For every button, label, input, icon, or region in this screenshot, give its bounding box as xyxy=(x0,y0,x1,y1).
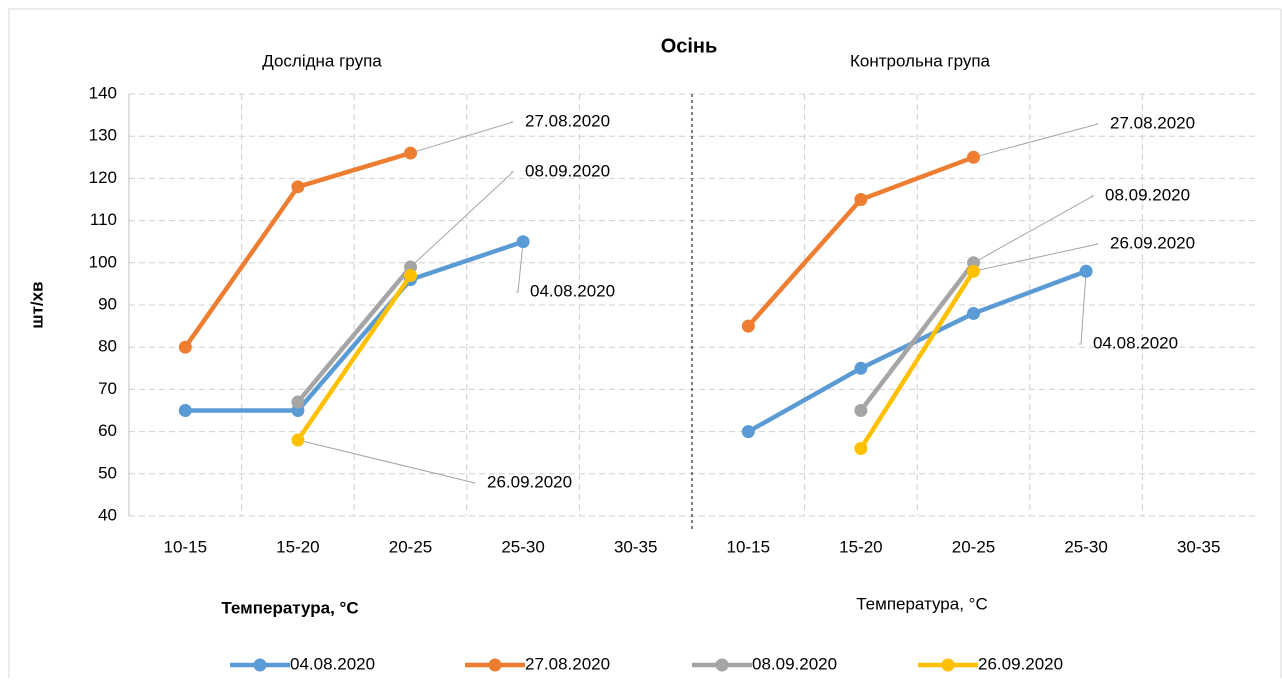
x-tick-label: 20-25 xyxy=(389,537,432,556)
legend-marker xyxy=(715,658,729,672)
x-axis-label: Температура, °C xyxy=(856,594,987,613)
point xyxy=(741,319,755,333)
x-tick-label: 20-25 xyxy=(952,537,995,556)
leader-line xyxy=(410,121,514,154)
point xyxy=(404,146,417,160)
x-tick-label: 15-20 xyxy=(276,537,319,556)
point xyxy=(967,264,980,278)
point xyxy=(854,404,868,417)
point xyxy=(291,180,305,194)
x-tick-label: 30-35 xyxy=(614,537,657,556)
leader-line xyxy=(516,241,524,293)
series-line xyxy=(296,261,976,412)
point xyxy=(854,441,868,455)
point xyxy=(854,361,868,375)
legend-marker xyxy=(253,658,267,672)
leader-line xyxy=(1079,271,1087,345)
legend-marker xyxy=(488,658,502,672)
x-tick-label: 25-30 xyxy=(501,537,544,556)
leader-line xyxy=(973,243,1099,272)
series-line xyxy=(185,239,1087,434)
y-axis-label: шт/хв xyxy=(27,281,46,328)
panel-title: Дослідна група xyxy=(262,51,382,70)
point xyxy=(967,150,980,164)
x-tick-label: 10-15 xyxy=(727,537,770,556)
point xyxy=(967,306,980,320)
y-tick-label: 40 xyxy=(98,505,117,524)
leader-line xyxy=(410,171,515,268)
data-callout: 08.09.2020 xyxy=(1105,185,1190,204)
x-tick-label: 25-30 xyxy=(1064,537,1107,556)
y-tick-label: 130 xyxy=(89,126,117,145)
leader-line xyxy=(973,123,1099,158)
point xyxy=(741,425,755,439)
point xyxy=(291,395,305,409)
data-callout: 26.09.2020 xyxy=(487,472,572,491)
legend-label: 04.08.2020 xyxy=(290,654,375,673)
legend-label: 08.09.2020 xyxy=(752,654,837,673)
y-tick-label: 140 xyxy=(89,83,117,102)
point xyxy=(178,340,192,354)
frame xyxy=(8,8,1282,683)
point xyxy=(291,433,305,447)
point xyxy=(854,193,868,206)
y-tick-label: 60 xyxy=(98,421,117,440)
y-tick-label: 90 xyxy=(98,294,117,313)
y-tick-label: 80 xyxy=(98,337,117,356)
point xyxy=(178,404,192,417)
chart-title: Осінь xyxy=(661,35,718,57)
data-callout: 27.08.2020 xyxy=(1110,113,1195,132)
data-callout: 26.09.2020 xyxy=(1110,233,1195,252)
y-tick-label: 70 xyxy=(98,379,117,398)
data-callout: 27.08.2020 xyxy=(525,111,610,130)
y-tick-label: 110 xyxy=(90,210,117,229)
y-tick-label: 100 xyxy=(89,252,117,271)
y-tick-label: 50 xyxy=(98,463,117,482)
legend-label: 26.09.2020 xyxy=(978,654,1063,673)
panel-title: Контрольна група xyxy=(850,51,991,70)
x-tick-label: 15-20 xyxy=(839,537,882,556)
data-callout: 08.09.2020 xyxy=(525,161,610,180)
series-line xyxy=(296,270,976,450)
y-tick-label: 120 xyxy=(89,168,117,187)
point xyxy=(404,268,417,282)
data-callout: 04.08.2020 xyxy=(1093,333,1178,352)
data-callout: 04.08.2020 xyxy=(530,281,615,300)
leader-line xyxy=(297,439,476,484)
leader-line xyxy=(973,195,1095,264)
legend-label: 27.08.2020 xyxy=(525,654,610,673)
x-tick-label: 10-15 xyxy=(164,537,207,556)
legend-marker xyxy=(941,658,955,672)
x-axis-label: Температура, °C xyxy=(221,598,358,617)
point xyxy=(1079,264,1093,278)
x-tick-label: 30-35 xyxy=(1177,537,1220,556)
point xyxy=(516,235,530,249)
